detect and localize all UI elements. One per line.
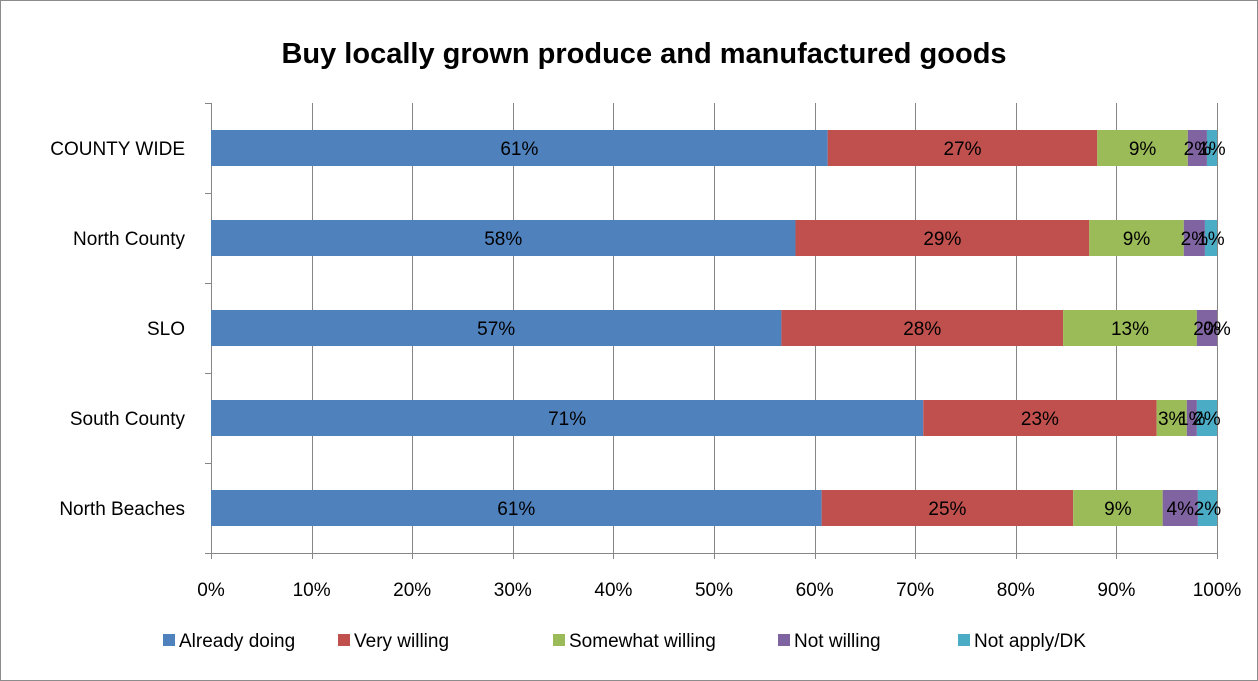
data-label: 29% bbox=[923, 229, 961, 250]
bar-segment bbox=[795, 220, 1090, 256]
x-tick-label: 10% bbox=[293, 580, 331, 601]
category-label: North County bbox=[73, 229, 185, 250]
data-label: 2% bbox=[1184, 139, 1212, 160]
bar-segment bbox=[211, 220, 796, 256]
category-label: South County bbox=[70, 409, 186, 430]
chart-title: Buy locally grown produce and manufactur… bbox=[281, 38, 1006, 70]
data-label: 1% bbox=[1198, 139, 1226, 160]
category-label: North Beaches bbox=[59, 499, 185, 520]
legend-swatch bbox=[958, 634, 970, 646]
legend-label: Not apply/DK bbox=[974, 631, 1086, 652]
data-label: 9% bbox=[1123, 229, 1151, 250]
bar-segment bbox=[827, 130, 1098, 166]
x-tick-label: 70% bbox=[896, 580, 934, 601]
legend-label: Very willing bbox=[354, 631, 449, 652]
bar-segment bbox=[1089, 220, 1184, 256]
legend-swatch bbox=[338, 634, 350, 646]
data-label: 2% bbox=[1193, 319, 1221, 340]
legend-label: Somewhat willing bbox=[569, 631, 716, 652]
legend-swatch bbox=[163, 634, 175, 646]
data-label: 9% bbox=[1104, 499, 1132, 520]
data-label: 9% bbox=[1129, 139, 1157, 160]
bar-segment bbox=[1156, 400, 1187, 436]
x-tick-label: 60% bbox=[796, 580, 834, 601]
bar-segment bbox=[1196, 400, 1217, 436]
x-tick-label: 30% bbox=[494, 580, 532, 601]
bar-segment bbox=[1073, 490, 1163, 526]
data-label: 23% bbox=[1021, 409, 1059, 430]
x-tick-label: 50% bbox=[695, 580, 733, 601]
data-label: 4% bbox=[1167, 499, 1195, 520]
bar-segment bbox=[1097, 130, 1188, 166]
axes: 0% 10% 20% 30% 40% 50% 60% 70% 80% 90% 100% COUNTY … bbox=[50, 103, 1241, 601]
data-label: 61% bbox=[500, 139, 538, 160]
legend-label: Not willing bbox=[794, 631, 881, 652]
legend-swatch bbox=[778, 634, 790, 646]
data-label: 58% bbox=[484, 229, 522, 250]
bar-segment bbox=[211, 490, 822, 526]
data-label: 57% bbox=[477, 319, 515, 340]
data-label: 2% bbox=[1194, 499, 1222, 520]
legend-label: Already doing bbox=[179, 631, 295, 652]
data-label: 0% bbox=[1203, 319, 1231, 340]
bar-segment bbox=[211, 130, 828, 166]
bar-segment bbox=[211, 310, 782, 346]
bar-segment bbox=[781, 310, 1064, 346]
bar-segment bbox=[1183, 220, 1205, 256]
bar-segment bbox=[1196, 310, 1217, 346]
data-label: 71% bbox=[548, 409, 586, 430]
data-label: 2% bbox=[1193, 409, 1221, 430]
x-tick-label: 0% bbox=[197, 580, 225, 601]
data-label: 13% bbox=[1111, 319, 1149, 340]
bar-segment bbox=[1204, 220, 1217, 256]
category-label: SLO bbox=[147, 319, 185, 340]
data-label: 1% bbox=[1197, 229, 1225, 250]
x-tick-label: 20% bbox=[393, 580, 431, 601]
bar-segment bbox=[1063, 310, 1197, 346]
bar-segment bbox=[923, 400, 1157, 436]
data-label: 28% bbox=[903, 319, 941, 340]
data-labels: 61% 27% 9% 2%1%58% 29% 9% 2%1%57% 28% 13% 2%0%71%… bbox=[477, 139, 1231, 520]
data-label: 61% bbox=[497, 499, 535, 520]
bar-segment bbox=[211, 400, 924, 436]
legend-swatch bbox=[553, 634, 565, 646]
bar-segment bbox=[1206, 130, 1217, 166]
data-label: 25% bbox=[928, 499, 966, 520]
data-label: 2% bbox=[1181, 229, 1209, 250]
bars bbox=[211, 130, 1217, 526]
x-tick-label: 80% bbox=[997, 580, 1035, 601]
bar-segment bbox=[1162, 490, 1198, 526]
bar-segment bbox=[1187, 130, 1207, 166]
data-label: 1% bbox=[1178, 409, 1206, 430]
x-tick-label: 90% bbox=[1097, 580, 1135, 601]
x-tick-label: 100% bbox=[1193, 580, 1242, 601]
bar-segment bbox=[821, 490, 1074, 526]
x-tick-label: 40% bbox=[594, 580, 632, 601]
data-label: 3% bbox=[1158, 409, 1186, 430]
data-label: 27% bbox=[943, 139, 981, 160]
legend: Already doing Very willing Somewhat willin… bbox=[163, 631, 1086, 652]
bar-segment bbox=[1186, 400, 1197, 436]
category-label: COUNTY WIDE bbox=[50, 139, 185, 160]
bar-segment bbox=[1197, 490, 1217, 526]
